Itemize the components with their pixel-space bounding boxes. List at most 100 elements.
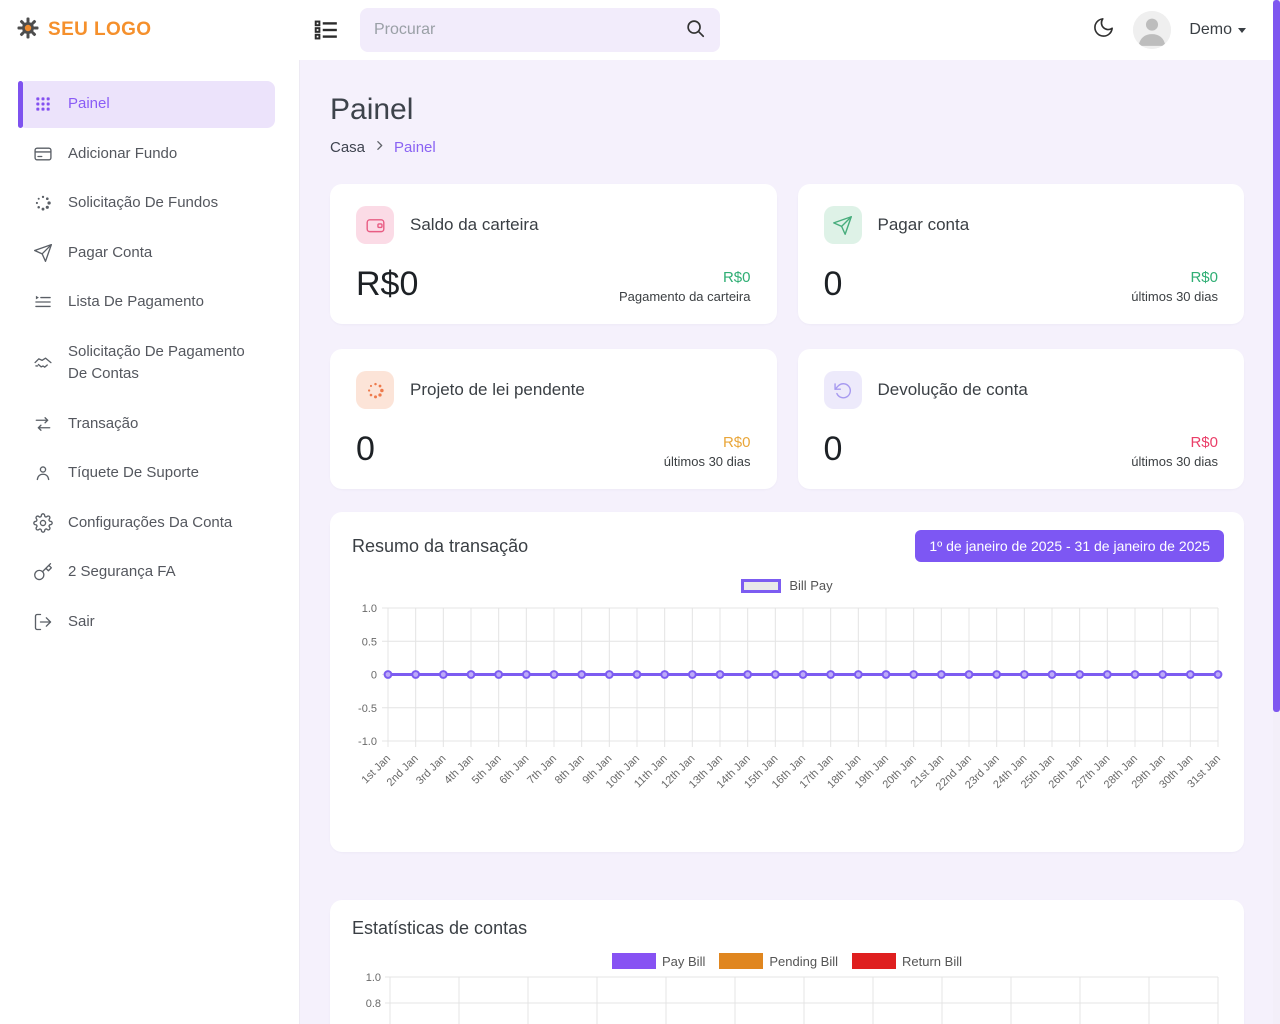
dotted-spinner-icon xyxy=(32,193,54,213)
logout-icon xyxy=(32,612,54,632)
legend-label: Pending Bill xyxy=(769,953,839,969)
legend-swatch xyxy=(612,953,656,969)
page-title: Painel xyxy=(330,93,414,126)
sidebar-item-label: Solicitação De Fundos xyxy=(68,194,219,211)
svg-text:8th Jan: 8th Jan xyxy=(553,753,587,787)
gear-icon xyxy=(32,512,54,533)
sidebar-item-label: Transação xyxy=(68,414,139,432)
svg-text:4th Jan: 4th Jan xyxy=(442,753,476,787)
card-side-value: R$0 xyxy=(1190,434,1218,451)
card-projeto-de-lei-pendente: Projeto de lei pendente 0 R$0 últimos 30… xyxy=(330,349,777,489)
chevron-right-icon xyxy=(373,139,386,156)
legend-entry-pending-bill[interactable]: Pending Bill xyxy=(719,953,838,969)
card-value: 0 xyxy=(823,265,843,303)
sidebar-item-solicita-o-de-fundos[interactable]: Solicitação De Fundos xyxy=(18,180,275,227)
sidebar-item-transa-o[interactable]: Transação xyxy=(18,401,275,448)
user-menu[interactable]: Demo xyxy=(1189,21,1246,39)
chevron-down-icon xyxy=(1238,27,1246,33)
avatar[interactable] xyxy=(1133,11,1172,49)
handshake-icon xyxy=(32,353,54,373)
legend-swatch xyxy=(852,953,897,969)
legend-label: Bill Pay xyxy=(789,578,833,593)
breadcrumb-current: Painel xyxy=(394,139,436,156)
user-name-label: Demo xyxy=(1189,21,1232,38)
line-chart-legend[interactable]: Bill Pay xyxy=(350,578,1224,593)
card-side-label: últimos 30 dias xyxy=(663,454,751,469)
header-middle xyxy=(300,8,1092,52)
card-title: Pagar conta xyxy=(877,215,970,234)
logo-gear-icon xyxy=(16,16,40,45)
svg-text:0: 0 xyxy=(371,670,377,682)
sidebar-item-label: Pagar Conta xyxy=(68,243,153,261)
search-input[interactable] xyxy=(374,21,684,39)
legend-swatch xyxy=(719,953,764,969)
sidebar-item-label: Sair xyxy=(68,612,95,630)
svg-text:-0.5: -0.5 xyxy=(358,703,377,715)
sidebar-item-label: 2 Segurança FA xyxy=(68,563,176,580)
legend-entry-return-bill[interactable]: Return Bill xyxy=(852,953,962,969)
sidebar-item-label: Painel xyxy=(68,95,110,112)
support-person-icon xyxy=(32,463,54,483)
sidebar-item-2-seguran-a-fa[interactable]: 2 Segurança FA xyxy=(18,549,275,596)
card-side-value: R$0 xyxy=(722,434,751,451)
sidebar-item-label: Lista De Pagamento xyxy=(68,293,204,310)
transaction-summary-panel: Resumo da transação 1º de janeiro de 202… xyxy=(330,512,1244,852)
svg-text:3rd Jan: 3rd Jan xyxy=(414,753,448,787)
card-title: Devolução de conta xyxy=(877,380,1028,399)
card-value: 0 xyxy=(356,430,375,468)
sidebar-item-label: Adicionar Fundo xyxy=(68,144,178,162)
grid-icon xyxy=(32,94,54,114)
legend-label: Pay Bill xyxy=(662,953,706,969)
sidebar-item-configura-es-da-conta[interactable]: Configurações Da Conta xyxy=(18,500,275,547)
svg-text:0.8: 0.8 xyxy=(366,998,381,1010)
bar-chart-legend[interactable]: Pay Bill Pending Bill Return Bill xyxy=(350,953,1224,969)
top-bar: SEU LOGO xyxy=(0,0,1280,60)
key-icon xyxy=(32,562,54,582)
card-side-label: últimos 30 dias xyxy=(1131,289,1218,304)
header-right: Demo xyxy=(1092,11,1280,49)
card-devolu-o-de-conta: Devolução de conta 0 R$0 últimos 30 dias xyxy=(797,349,1244,489)
legend-entry-pay-bill[interactable]: Pay Bill xyxy=(612,953,705,969)
sidebar-item-t-quete-de-suporte[interactable]: Tíquete De Suporte xyxy=(18,450,275,497)
svg-text:-1.0: -1.0 xyxy=(358,736,377,748)
sidebar-item-solicita-o-de-pagamento-de-contas[interactable]: Solicitação De Pagamento De Contas xyxy=(18,329,275,398)
breadcrumb-home[interactable]: Casa xyxy=(330,139,366,156)
sidebar-item-sair[interactable]: Sair xyxy=(18,599,275,646)
scrollbar-track[interactable] xyxy=(1273,0,1280,1024)
bill-statistics-title: Estatísticas de contas xyxy=(352,918,528,938)
legend-label: Return Bill xyxy=(902,953,962,969)
svg-text:7th Jan: 7th Jan xyxy=(525,753,559,787)
sidebar-item-painel[interactable]: Painel xyxy=(18,81,275,128)
date-range-badge[interactable]: 1º de janeiro de 2025 - 31 de janeiro de… xyxy=(915,530,1224,562)
svg-text:1.0: 1.0 xyxy=(366,973,381,984)
payment-list-icon xyxy=(32,292,54,312)
undo-icon xyxy=(823,371,862,409)
search-bar xyxy=(360,8,720,52)
sidebar: Painel Adicionar Fundo Solicitação De Fund… xyxy=(0,60,300,1024)
main-content: Painel Casa Painel Saldo da carteira R$0… xyxy=(300,60,1280,1024)
moon-icon[interactable] xyxy=(1092,16,1115,44)
card-side-label: últimos 30 dias xyxy=(1131,454,1218,469)
card-pagar-conta: Pagar conta 0 R$0 últimos 30 dias xyxy=(797,184,1244,324)
scrollbar-thumb[interactable] xyxy=(1273,0,1280,712)
card-side-label: Pagamento da carteira xyxy=(618,289,751,304)
credit-card-icon xyxy=(32,144,54,164)
paper-plane-icon xyxy=(823,206,862,244)
card-side-value: R$0 xyxy=(1190,269,1218,286)
sidebar-item-label: Configurações Da Conta xyxy=(68,513,233,531)
svg-text:1.0: 1.0 xyxy=(362,603,377,615)
card-value: 0 xyxy=(823,430,843,468)
stat-cards: Saldo da carteira R$0 R$0 Pagamento da c… xyxy=(330,184,1244,489)
search-icon[interactable] xyxy=(684,17,706,44)
sidebar-item-pagar-conta[interactable]: Pagar Conta xyxy=(18,230,275,277)
card-title: Saldo da carteira xyxy=(410,215,539,234)
menu-list-icon[interactable] xyxy=(312,16,340,44)
sidebar-item-lista-de-pagamento[interactable]: Lista De Pagamento xyxy=(18,279,275,326)
card-side-value: R$0 xyxy=(722,269,751,286)
card-saldo-da-carteira: Saldo da carteira R$0 R$0 Pagamento da c… xyxy=(330,184,777,324)
breadcrumb: Casa Painel xyxy=(330,139,1244,156)
sidebar-item-adicionar-fundo[interactable]: Adicionar Fundo xyxy=(18,131,275,178)
paper-plane-icon xyxy=(32,243,54,263)
